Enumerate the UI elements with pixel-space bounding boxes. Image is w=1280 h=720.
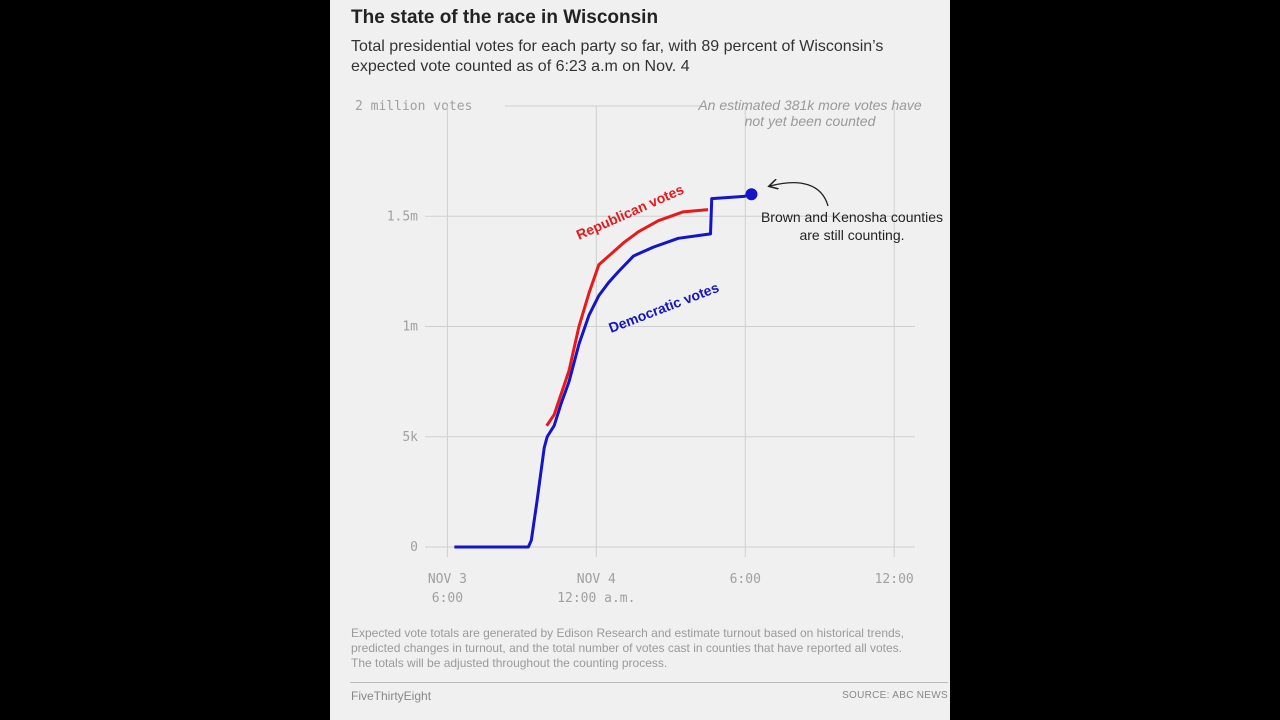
y-tick-label: 1.5m bbox=[387, 209, 418, 224]
divider bbox=[350, 682, 948, 683]
annotation-arrow bbox=[770, 183, 829, 207]
x-tick-label: 6:00 bbox=[729, 572, 761, 587]
annotation: An estimated 381k more votes have not ye… bbox=[698, 97, 922, 129]
line-series bbox=[545, 208, 709, 427]
annotation: Brown and Kenosha counties are still cou… bbox=[760, 209, 944, 243]
latest-point bbox=[745, 188, 758, 201]
line-series bbox=[454, 192, 752, 549]
brand: FiveThirtyEight bbox=[351, 689, 432, 703]
x-tick-label: NOV 3 6:00 bbox=[427, 572, 467, 606]
footnote: Expected vote totals are generated by Ed… bbox=[351, 626, 904, 670]
series-label: Democratic votes bbox=[606, 279, 721, 336]
x-tick-label: 12:00 bbox=[874, 572, 914, 587]
chart-title: The state of the race in Wisconsin bbox=[351, 7, 659, 28]
y-tick-label: 2 million votes bbox=[355, 99, 472, 114]
y-tick-label: 0 bbox=[410, 540, 418, 555]
chart-subtitle: Total presidential votes for each party … bbox=[351, 38, 884, 75]
source: SOURCE: ABC NEWS bbox=[842, 690, 948, 701]
y-tick-label: 5k bbox=[402, 430, 418, 445]
y-tick-label: 1m bbox=[402, 320, 418, 335]
x-tick-label: NOV 4 12:00 a.m. bbox=[557, 572, 636, 606]
series-label: Republican votes bbox=[574, 181, 687, 243]
chart-panel bbox=[330, 0, 950, 720]
